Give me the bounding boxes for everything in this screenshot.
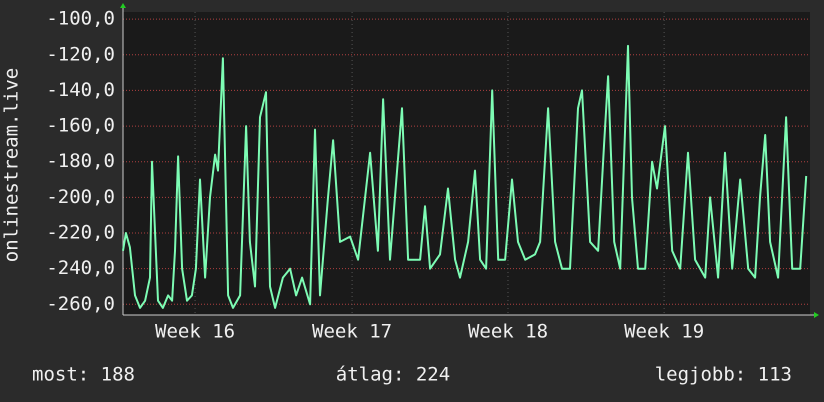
axis-arrow: [120, 3, 126, 8]
data-line: [122, 44, 808, 309]
y-tick-label: -180,0: [46, 150, 115, 172]
y-tick-label: -200,0: [46, 186, 115, 208]
y-tick-label: -140,0: [46, 79, 115, 101]
stat-average: átlag: 224: [336, 364, 450, 386]
stat-best: legjobb: 113: [655, 364, 792, 386]
x-tick-label: Week 16: [155, 321, 235, 343]
y-tick-label: -260,0: [46, 293, 115, 315]
y-tick-label: -220,0: [46, 222, 115, 244]
y-axis-label: onlinestream.live: [1, 68, 23, 262]
y-tick-label: -160,0: [46, 115, 115, 137]
stat-current: most: 188: [32, 364, 135, 386]
x-tick-label: Week 17: [312, 321, 392, 343]
axis-arrow: [814, 312, 819, 318]
x-tick-label: Week 18: [468, 321, 548, 343]
x-tick-label: Week 19: [624, 321, 704, 343]
y-tick-label: -100,0: [46, 8, 115, 30]
plot-area: [123, 12, 810, 315]
y-tick-label: -240,0: [46, 257, 115, 279]
y-tick-label: -120,0: [46, 43, 115, 65]
